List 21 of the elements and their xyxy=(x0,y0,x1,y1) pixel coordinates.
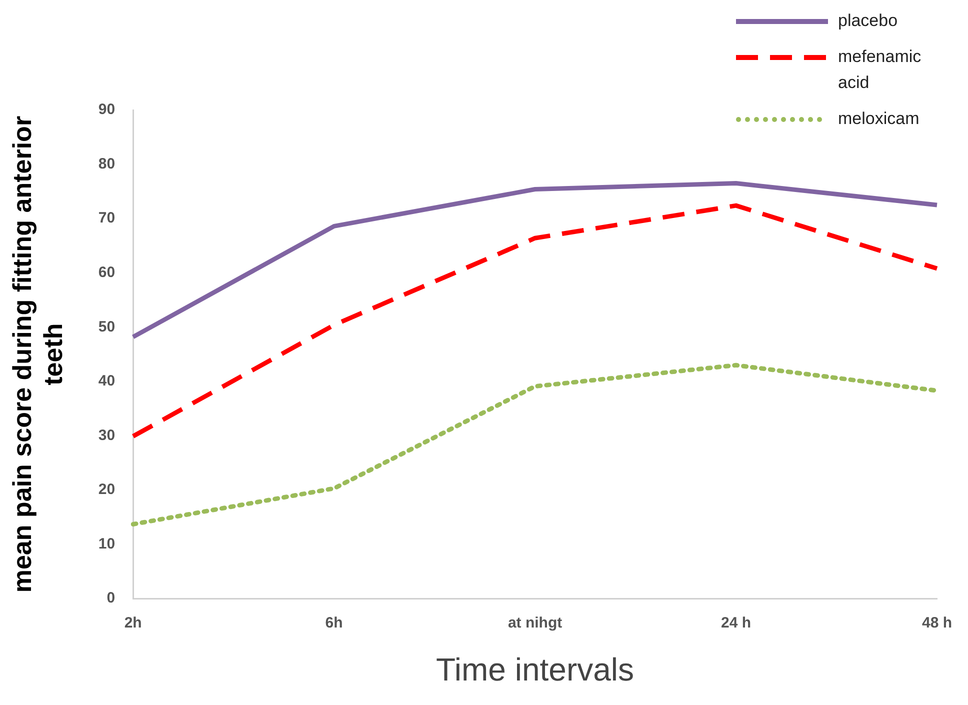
line-series xyxy=(130,203,940,439)
y-tick-label: 50 xyxy=(98,318,116,336)
x-axis-title: Time intervals xyxy=(436,652,634,688)
x-tick-label: 6h xyxy=(325,614,343,632)
legend-label: mefenamic acid xyxy=(838,46,922,94)
y-tick-label: 70 xyxy=(98,210,116,227)
y-tick-label: 80 xyxy=(98,155,116,172)
y-tick-label: 30 xyxy=(98,426,116,444)
legend-label: placebo xyxy=(838,10,899,32)
x-tick-label: 48 h xyxy=(922,614,952,632)
x-tick-label: at nihgt xyxy=(508,614,562,632)
y-tick-label: 0 xyxy=(106,590,116,607)
legend-label: meloxicam xyxy=(838,108,920,130)
x-tick-label: 2h xyxy=(124,614,142,632)
y-axis-title: mean pain score during fitting anterior teeth xyxy=(6,116,68,593)
y-tick-label: 60 xyxy=(98,264,116,282)
x-tick-label: 24 h xyxy=(721,614,752,632)
y-tick-label: 90 xyxy=(98,101,116,118)
y-tick-label: 20 xyxy=(98,481,116,498)
y-tick-label: 10 xyxy=(98,535,116,552)
y-tick-label: 40 xyxy=(98,372,116,390)
